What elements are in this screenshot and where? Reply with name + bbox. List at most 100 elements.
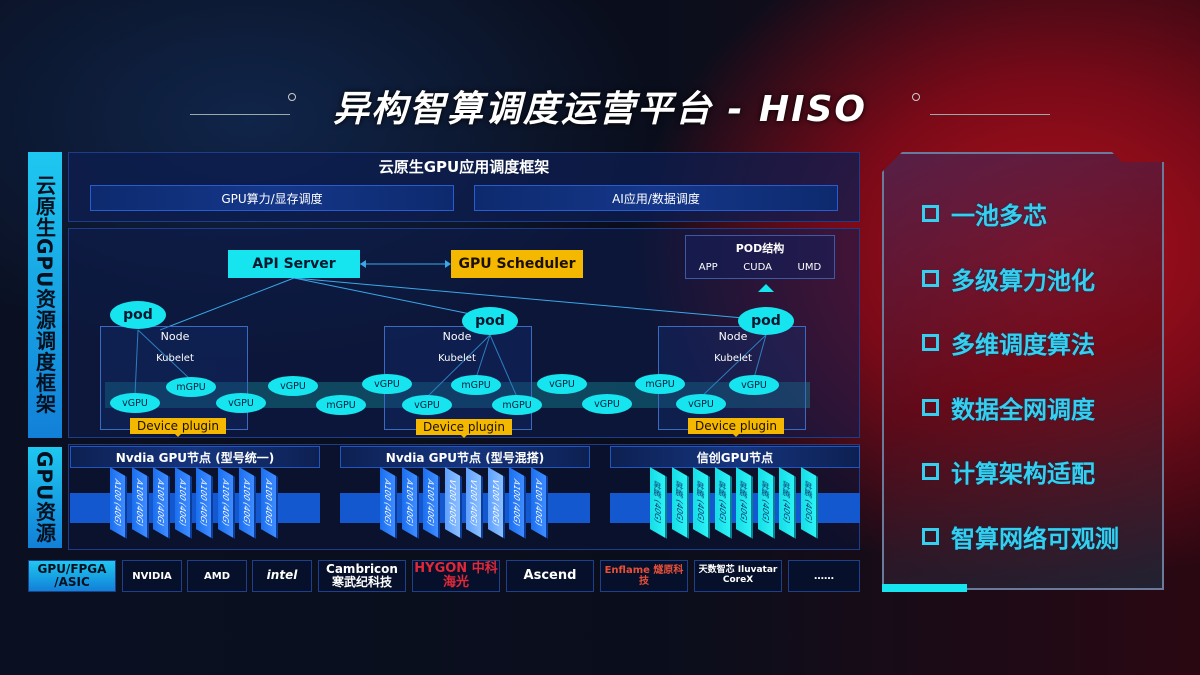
vendor-logo-intel: intel (252, 560, 312, 592)
feature-label: 智算网络可观测 (951, 525, 1119, 553)
vendor-logo-: 天数智芯 Iluvatar CoreX (694, 560, 782, 592)
vgpu-ellipse: vGPU (216, 393, 266, 413)
gpu-group-title-2: Nvdia GPU节点 (型号混搭) (340, 446, 590, 468)
vendor-logo-ascend: Ascend (506, 560, 594, 592)
kubelet-label: Kubelet (156, 353, 194, 364)
gpu-chip: 昇腾 (40G) (779, 467, 796, 539)
node-label: Node (442, 330, 472, 343)
mgpu-ellipse: mGPU (635, 374, 685, 394)
pod-1: pod (110, 301, 166, 329)
device-plugin-1: Device plugin (130, 418, 226, 437)
gpu-chip: A100 (40G) (401, 467, 419, 539)
gpu-side-label: GPU资源 (28, 447, 62, 548)
feature-item: 多维调度算法 (922, 325, 1095, 360)
gpu-compute-bar: GPU算力/显存调度 (90, 185, 454, 211)
kubelet-label: Kubelet (438, 353, 476, 364)
device-plugin-2: Device plugin (416, 419, 512, 438)
gpu-chip: A100 (40G) (217, 467, 235, 539)
vendor-logo-enflame: Enflame 燧原科技 (600, 560, 688, 592)
checkbox-square-icon (922, 528, 939, 545)
mgpu-ellipse: mGPU (492, 395, 542, 415)
gpu-chip: A100 (40G) (530, 467, 548, 539)
gpu-chip: A100 (40G) (380, 467, 397, 539)
feature-label: 数据全网调度 (951, 395, 1095, 424)
vendor-logo-: …… (788, 560, 860, 592)
gpu-chip: 昇腾 (40G) (671, 467, 689, 539)
page-title: 异构智算调度运营平台 - HISO (332, 89, 868, 130)
gpu-chip: A100 (40G) (153, 467, 170, 539)
vendor-logo-hygon: HYGON 中科海光 (412, 560, 500, 592)
feature-label: 多维调度算法 (951, 331, 1095, 360)
gpu-chip: A100 (40G) (239, 467, 256, 539)
pod-structure-box: POD结构 APP CUDA UMD (685, 235, 835, 279)
vgpu-ellipse: vGPU (402, 395, 452, 415)
feature-item: 数据全网调度 (922, 390, 1095, 425)
gpu-chip: A100 (40G) (110, 467, 127, 539)
gpu-chip: V100 (40G) (466, 467, 483, 539)
panel-accent (882, 584, 967, 592)
gpu-chip: A100 (40G) (260, 467, 278, 539)
title-divider (190, 114, 290, 115)
pod-cuda: CUDA (743, 262, 772, 273)
vgpu-ellipse: vGPU (110, 393, 160, 413)
framework-side-label: 云原生GPU资源调度框架 (28, 152, 62, 438)
title-divider (930, 114, 1050, 115)
checkbox-square-icon (922, 205, 939, 222)
checkbox-square-icon (922, 463, 939, 481)
feature-label: 一池多芯 (951, 202, 1047, 230)
framework-title: 云原生GPU应用调度框架 (378, 158, 550, 176)
title-dot (912, 93, 920, 101)
ai-data-bar: AI应用/数据调度 (474, 185, 838, 211)
gpu-band-3 (610, 493, 860, 523)
gpu-chip: 昇腾 (40G) (693, 467, 710, 539)
node-box-1 (100, 326, 248, 430)
gpu-band-2 (340, 493, 590, 523)
checkbox-square-icon (922, 269, 939, 287)
gpu-chip: A100 (40G) (196, 467, 213, 539)
gpu-chip: A100 (40G) (131, 467, 149, 539)
feature-label: 计算架构适配 (951, 460, 1095, 489)
vgpu-ellipse: vGPU (268, 376, 318, 396)
vgpu-ellipse: vGPU (582, 394, 632, 414)
gpu-chip: 昇腾 (40G) (800, 467, 818, 539)
device-plugin-3: Device plugin (688, 418, 784, 437)
features-panel (882, 152, 1164, 590)
mgpu-ellipse: mGPU (316, 395, 366, 415)
vendor-logo-nvidia: NVIDIA (122, 560, 182, 592)
feature-item: 计算架构适配 (922, 454, 1095, 489)
pod-3: pod (738, 307, 794, 335)
gpu-scheduler-box: GPU Scheduler (451, 250, 583, 278)
feature-item: 智算网络可观测 (922, 519, 1119, 554)
gpu-chip: 昇腾 (40G) (736, 467, 753, 539)
vgpu-ellipse: vGPU (362, 374, 412, 394)
vgpu-ellipse: vGPU (729, 375, 779, 395)
vgpu-ellipse: vGPU (537, 374, 587, 394)
feature-item: 一池多芯 (922, 196, 1047, 231)
gpu-chip: A100 (40G) (509, 467, 526, 539)
checkbox-square-icon (922, 334, 939, 352)
gpu-chip: A100 (40G) (174, 467, 192, 539)
pod-umd: UMD (797, 262, 822, 273)
mgpu-ellipse: mGPU (451, 375, 501, 395)
gpu-chip: 昇腾 (40G) (650, 467, 667, 539)
gpu-chip: 昇腾 (40G) (714, 467, 732, 539)
vendor-logo-amd: AMD (187, 560, 247, 592)
gpu-chip: A100 (40G) (423, 467, 440, 539)
pod-2: pod (462, 307, 518, 335)
mgpu-ellipse: mGPU (166, 377, 216, 397)
gpu-group-title-3: 信创GPU节点 (610, 446, 860, 468)
checkbox-square-icon (922, 398, 939, 416)
vendor-logo-cambricon: Cambricon 寒武纪科技 (318, 560, 406, 592)
gpu-group-title-1: Nvdia GPU节点 (型号统一) (70, 446, 320, 468)
api-server-box: API Server (228, 250, 360, 278)
gpu-chip: 昇腾 (40G) (757, 467, 775, 539)
vendor-label: GPU/FPGA /ASIC (28, 560, 116, 592)
feature-label: 多级算力池化 (951, 266, 1095, 295)
pod-app: APP (698, 262, 718, 273)
gpu-chip: V100 (40G) (487, 467, 505, 539)
gpu-chip: V100 (40G) (444, 467, 462, 539)
node-label: Node (160, 330, 190, 343)
gpu-band-1 (70, 493, 320, 523)
vgpu-ellipse: vGPU (676, 394, 726, 414)
